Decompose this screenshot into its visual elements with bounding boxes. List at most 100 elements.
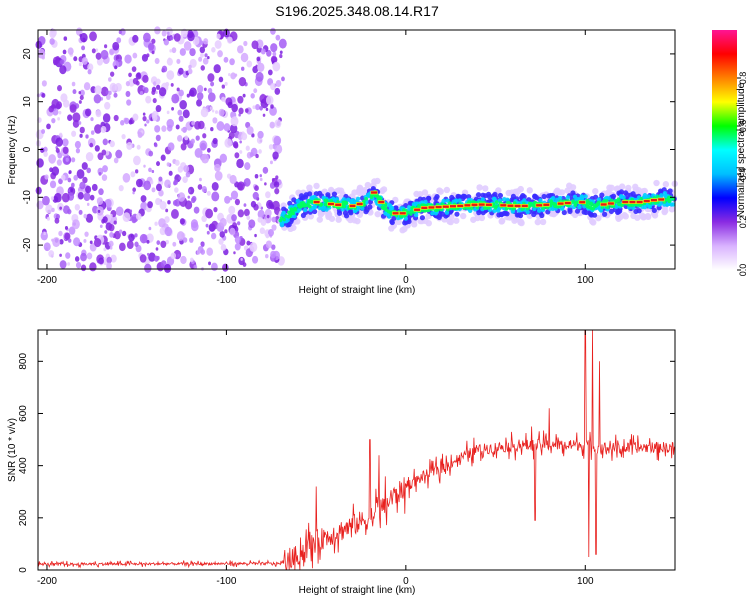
noise-speck — [243, 178, 251, 187]
noise-speck — [151, 50, 155, 55]
noise-speck — [265, 95, 274, 106]
noise-speck — [238, 256, 245, 266]
noise-speck — [135, 169, 139, 174]
noise-speck — [96, 197, 104, 206]
noise-speck — [166, 110, 170, 115]
track-cell — [517, 219, 524, 226]
spectrogram-x-ticks: -200 -100 0 100 — [37, 30, 594, 286]
noise-speck — [179, 100, 187, 110]
noise-speck — [78, 209, 83, 215]
noise-speck — [259, 105, 263, 111]
noise-speck — [260, 48, 266, 55]
noise-speck — [227, 101, 233, 109]
track-core — [313, 200, 320, 204]
noise-speck — [210, 81, 215, 87]
track-cell — [517, 213, 524, 219]
noise-speck — [265, 233, 270, 239]
noise-speck — [176, 231, 185, 241]
noise-speck — [126, 141, 133, 150]
noise-speck — [238, 76, 247, 87]
noise-speck — [100, 125, 107, 134]
colorbar-gradient — [712, 30, 737, 270]
noise-speck — [242, 93, 246, 98]
noise-speck — [83, 238, 87, 243]
noise-speck — [189, 48, 196, 57]
noise-speck — [52, 237, 61, 248]
track-cell — [567, 208, 573, 215]
noise-speck — [59, 65, 67, 75]
noise-speck — [83, 192, 91, 202]
noise-speck — [270, 250, 277, 259]
noise-speck — [86, 202, 90, 206]
track-cell — [323, 198, 328, 203]
track-cell — [526, 187, 533, 194]
track-cell — [374, 210, 381, 218]
track-cell — [494, 200, 499, 204]
track-cell — [505, 197, 510, 203]
track-cell — [503, 210, 509, 216]
noise-speck — [46, 123, 51, 130]
noise-speck — [79, 126, 85, 134]
noise-speck — [240, 257, 243, 261]
noise-speck — [190, 219, 198, 229]
noise-speck — [89, 240, 93, 245]
noise-speck — [79, 181, 86, 190]
track-cell — [369, 194, 374, 198]
noise-speck — [128, 119, 133, 125]
noise-speck — [189, 237, 194, 243]
noise-speck — [256, 56, 261, 62]
track-core — [392, 212, 399, 215]
noise-speck — [108, 240, 114, 247]
noise-speck — [264, 182, 267, 186]
track-cell — [495, 187, 502, 194]
noise-speck — [265, 253, 269, 259]
track-core — [514, 204, 521, 208]
noise-speck — [59, 132, 63, 137]
track-cell — [423, 199, 428, 205]
noise-speck — [255, 71, 264, 82]
colorbar-tick-label: 0.0 — [738, 264, 748, 277]
noise-speck — [273, 135, 282, 146]
noise-speck — [206, 247, 214, 256]
track-cell — [534, 218, 541, 226]
noise-speck — [58, 110, 62, 115]
noise-speck — [209, 106, 213, 111]
noise-speck — [193, 206, 200, 214]
track-core — [521, 204, 528, 208]
noise-speck — [76, 169, 85, 179]
noise-speck — [210, 232, 217, 240]
track-core — [327, 202, 334, 206]
noise-speck — [216, 121, 225, 131]
track-cell — [614, 199, 618, 203]
track-core — [356, 202, 363, 206]
noise-speck — [272, 151, 279, 160]
noise-speck — [176, 58, 181, 64]
noise-speck — [51, 98, 60, 109]
noise-speck — [139, 254, 147, 263]
track-core — [557, 202, 564, 205]
snr-background — [38, 330, 675, 570]
track-cell — [453, 217, 460, 224]
track-core — [414, 208, 421, 211]
noise-speck — [236, 45, 244, 54]
noise-speck — [112, 41, 120, 51]
track-cell — [574, 200, 579, 205]
noise-speck — [200, 107, 209, 118]
track-cell — [454, 211, 460, 217]
colorbar-tick-label: 0.6 — [738, 120, 748, 133]
noise-speck — [48, 105, 54, 113]
track-cell — [482, 185, 489, 192]
noise-speck — [253, 88, 258, 94]
noise-speck — [229, 227, 236, 236]
noise-speck — [212, 137, 218, 145]
noise-speck — [262, 166, 269, 174]
track-cell — [541, 193, 547, 200]
noise-speck — [178, 89, 184, 97]
noise-speck — [43, 242, 51, 252]
track-cell — [634, 214, 641, 221]
track-cell — [312, 208, 318, 215]
snr-panel: -200 -100 0 100 0 200 400 600 800 Height of str… — [7, 329, 676, 596]
track-cell — [577, 204, 582, 210]
noise-speck — [67, 47, 74, 55]
